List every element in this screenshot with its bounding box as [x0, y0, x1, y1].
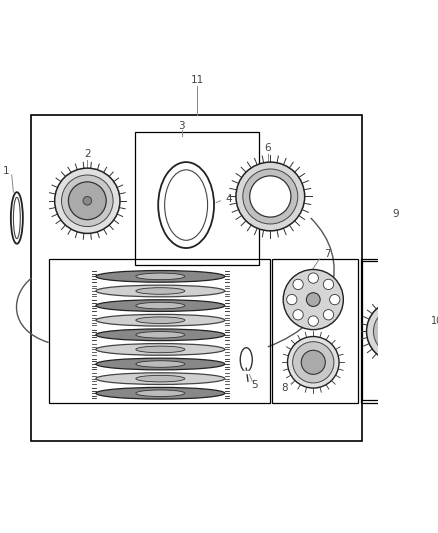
Bar [360, 259, 432, 403]
Bar [134, 132, 259, 265]
Ellipse shape [165, 170, 208, 240]
Bar [362, 261, 429, 400]
Text: 5: 5 [251, 381, 258, 391]
Ellipse shape [323, 279, 334, 289]
Ellipse shape [323, 310, 334, 320]
Ellipse shape [96, 314, 225, 326]
Ellipse shape [136, 375, 185, 382]
Ellipse shape [393, 328, 400, 335]
Ellipse shape [287, 336, 339, 388]
Ellipse shape [136, 361, 185, 367]
Ellipse shape [96, 373, 225, 384]
Text: 4: 4 [226, 194, 233, 204]
Ellipse shape [14, 197, 20, 239]
Text: 9: 9 [392, 208, 399, 219]
Ellipse shape [136, 390, 185, 397]
Ellipse shape [308, 316, 318, 326]
Bar [49, 259, 270, 403]
Ellipse shape [293, 310, 303, 320]
Text: 7: 7 [325, 249, 331, 259]
Ellipse shape [136, 346, 185, 353]
Ellipse shape [96, 387, 225, 399]
Ellipse shape [250, 176, 291, 217]
Text: 10: 10 [431, 316, 438, 326]
Ellipse shape [308, 273, 318, 283]
Text: 3: 3 [179, 121, 185, 131]
Ellipse shape [136, 317, 185, 324]
Ellipse shape [96, 358, 225, 370]
Ellipse shape [136, 288, 185, 294]
Text: 2: 2 [84, 149, 91, 158]
Ellipse shape [367, 301, 427, 361]
Ellipse shape [96, 344, 225, 356]
Ellipse shape [96, 271, 225, 282]
Ellipse shape [136, 302, 185, 309]
Ellipse shape [293, 279, 303, 289]
Ellipse shape [374, 308, 420, 354]
Ellipse shape [68, 182, 106, 220]
Ellipse shape [136, 273, 185, 280]
Ellipse shape [301, 350, 325, 374]
Ellipse shape [236, 162, 305, 231]
Ellipse shape [293, 342, 334, 383]
Text: 11: 11 [191, 76, 204, 85]
Ellipse shape [83, 197, 92, 205]
Ellipse shape [96, 329, 225, 341]
Ellipse shape [283, 270, 343, 329]
Bar [272, 259, 358, 403]
Text: 6: 6 [265, 142, 271, 152]
Ellipse shape [96, 300, 225, 311]
Ellipse shape [243, 169, 298, 224]
Ellipse shape [383, 318, 410, 345]
Ellipse shape [286, 294, 297, 305]
Ellipse shape [307, 293, 320, 306]
Ellipse shape [136, 332, 185, 338]
Ellipse shape [330, 294, 340, 305]
Text: 8: 8 [282, 383, 288, 393]
Ellipse shape [61, 175, 113, 227]
Ellipse shape [96, 285, 225, 297]
Bar [32, 115, 362, 441]
Ellipse shape [55, 168, 120, 233]
Text: 1: 1 [3, 166, 10, 176]
